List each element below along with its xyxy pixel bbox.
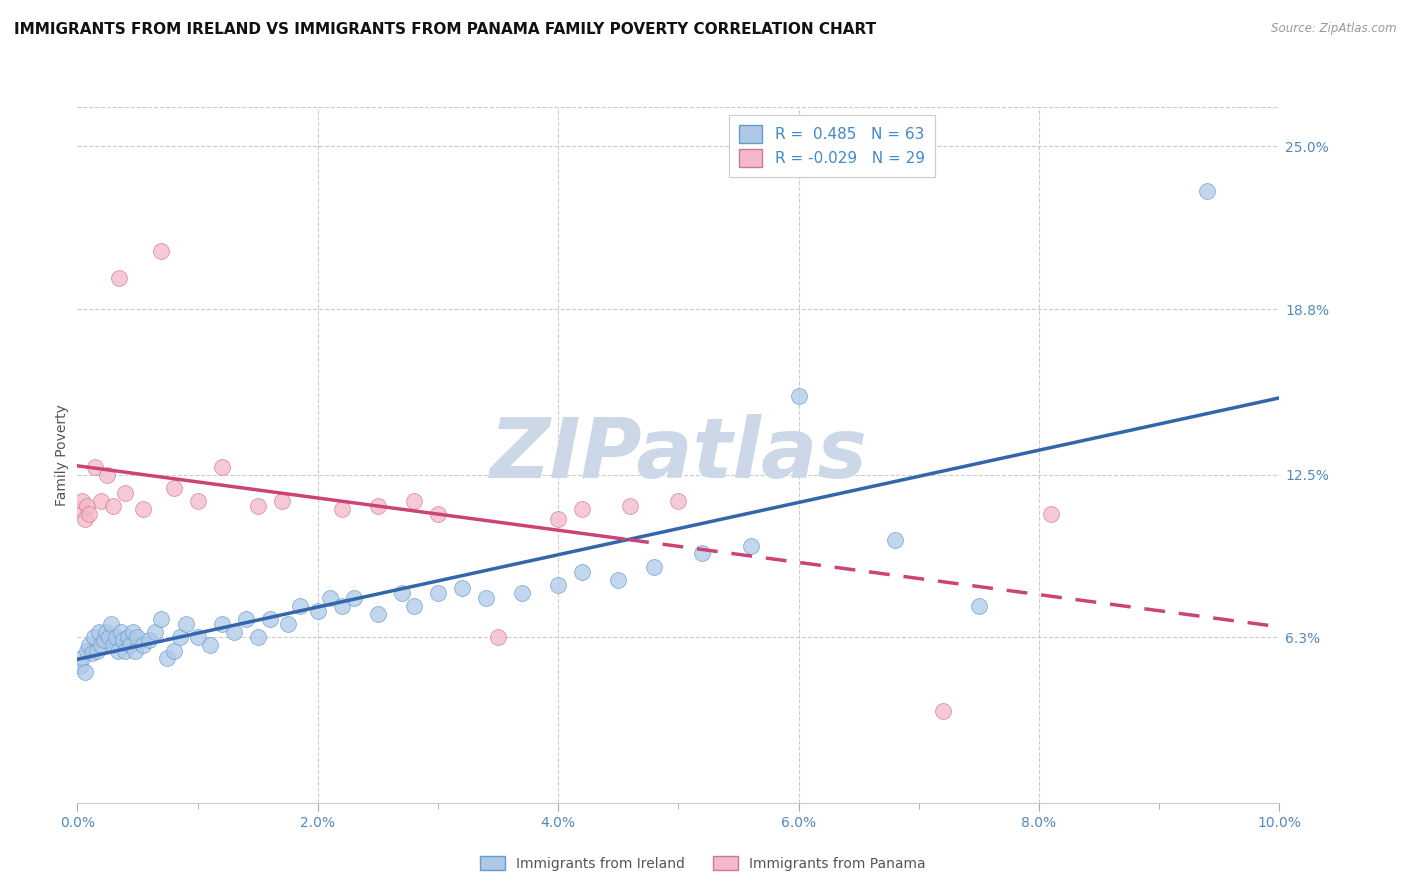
Point (307, 604, 329, 618)
Point (86, 643, 108, 657)
Point (643, 559, 665, 574)
Point (1197, 184, 1219, 198)
Point (87, 625, 110, 640)
Point (277, 617, 299, 632)
Text: Source: ZipAtlas.com: Source: ZipAtlas.com (1271, 22, 1396, 36)
Point (235, 612, 257, 626)
Point (84, 459, 107, 474)
Point (451, 581, 474, 595)
Y-axis label: Family Poverty: Family Poverty (55, 404, 69, 506)
Point (83, 631, 105, 645)
Point (187, 494, 209, 508)
Point (211, 617, 233, 632)
Point (391, 586, 413, 600)
Point (96, 625, 118, 640)
Text: ZIPatlas: ZIPatlas (489, 415, 868, 495)
Point (90, 494, 112, 508)
Point (246, 499, 269, 513)
Point (120, 638, 142, 652)
Point (198, 638, 221, 652)
Point (76, 643, 98, 657)
Point (1040, 507, 1063, 521)
Point (127, 631, 149, 645)
Point (883, 533, 905, 548)
Point (330, 501, 353, 516)
Point (150, 244, 173, 259)
Point (668, 494, 690, 508)
Point (402, 494, 425, 508)
Point (104, 631, 127, 645)
Point (547, 578, 569, 592)
Point (132, 501, 155, 516)
Point (343, 591, 366, 605)
Point (93, 633, 115, 648)
Point (69, 501, 91, 516)
Point (427, 507, 450, 521)
Point (124, 643, 146, 657)
Point (73, 512, 96, 526)
Point (486, 631, 509, 645)
Point (114, 643, 136, 657)
Point (607, 573, 630, 587)
Point (69, 659, 91, 673)
Point (367, 499, 389, 513)
Point (76, 499, 98, 513)
Point (138, 633, 160, 648)
Point (100, 617, 122, 632)
Point (79, 638, 101, 652)
Point (740, 539, 762, 553)
Point (222, 625, 245, 640)
Point (571, 501, 593, 516)
Point (169, 631, 191, 645)
Point (211, 459, 233, 474)
Point (547, 512, 569, 526)
Point (110, 625, 132, 640)
Text: IMMIGRANTS FROM IRELAND VS IMMIGRANTS FROM PANAMA FAMILY POVERTY CORRELATION CHA: IMMIGRANTS FROM IRELAND VS IMMIGRANTS FR… (14, 22, 876, 37)
Point (70, 494, 93, 508)
Point (427, 586, 450, 600)
Point (619, 499, 641, 513)
Point (96, 467, 118, 482)
Point (270, 494, 292, 508)
Point (156, 651, 179, 665)
Point (288, 599, 311, 613)
Point (967, 599, 990, 613)
Point (111, 633, 134, 648)
Point (932, 704, 955, 718)
Point (117, 631, 139, 645)
Point (510, 586, 533, 600)
Point (114, 486, 136, 500)
Point (79, 507, 101, 521)
Point (187, 631, 209, 645)
Point (103, 499, 125, 513)
Point (150, 612, 173, 626)
Point (692, 546, 714, 560)
Point (571, 565, 593, 579)
Point (80, 646, 103, 660)
Point (121, 625, 143, 640)
Point (108, 270, 131, 285)
Point (132, 638, 155, 652)
Point (402, 599, 425, 613)
Point (174, 617, 197, 632)
Point (475, 591, 498, 605)
Point (787, 389, 810, 403)
Point (162, 643, 184, 657)
Point (367, 607, 389, 621)
Point (246, 631, 269, 645)
Point (90, 638, 112, 652)
Point (145, 625, 167, 640)
Point (319, 591, 342, 605)
Point (103, 638, 125, 652)
Point (107, 643, 129, 657)
Legend: R =  0.485   N = 63, R = -0.029   N = 29: R = 0.485 N = 63, R = -0.029 N = 29 (728, 115, 935, 178)
Point (70, 651, 93, 665)
Point (330, 599, 353, 613)
Point (259, 612, 281, 626)
Point (73, 665, 96, 679)
Point (162, 481, 184, 495)
Legend: Immigrants from Ireland, Immigrants from Panama: Immigrants from Ireland, Immigrants from… (475, 850, 931, 876)
Point (97, 631, 120, 645)
